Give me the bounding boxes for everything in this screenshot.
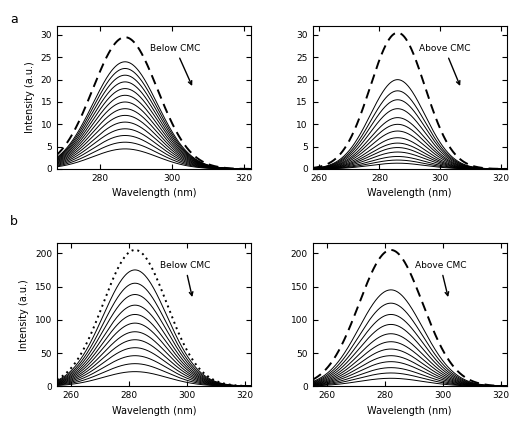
X-axis label: Wavelength (nm): Wavelength (nm) xyxy=(112,406,196,416)
X-axis label: Wavelength (nm): Wavelength (nm) xyxy=(368,406,452,416)
Y-axis label: Intensity (a.u.): Intensity (a.u.) xyxy=(25,62,35,133)
Text: Below CMC: Below CMC xyxy=(160,261,210,296)
Text: a: a xyxy=(10,13,18,26)
Text: b: b xyxy=(10,215,18,228)
Text: Above CMC: Above CMC xyxy=(415,261,466,296)
Y-axis label: Intensity (a.u.): Intensity (a.u.) xyxy=(19,279,29,351)
X-axis label: Wavelength (nm): Wavelength (nm) xyxy=(368,188,452,198)
Text: Below CMC: Below CMC xyxy=(150,44,201,85)
X-axis label: Wavelength (nm): Wavelength (nm) xyxy=(112,188,196,198)
Text: Above CMC: Above CMC xyxy=(419,44,470,85)
